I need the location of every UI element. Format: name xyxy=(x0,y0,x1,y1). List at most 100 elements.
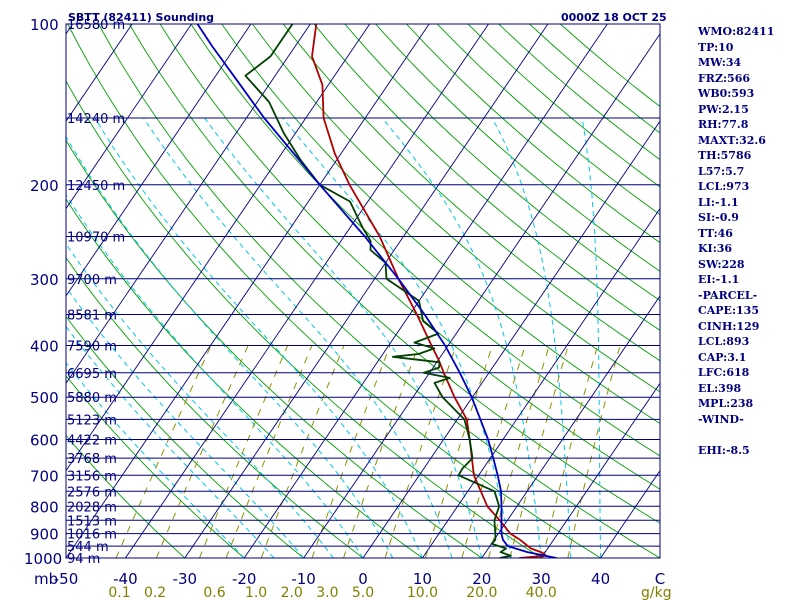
stat-item: FRZ:566 xyxy=(698,71,751,85)
moist-adiabat xyxy=(381,117,542,558)
dewpoint-line xyxy=(244,24,512,558)
height-label: 7590 m xyxy=(67,340,117,355)
station-title: SBTT (82411) Sounding xyxy=(68,11,214,24)
pressure-tick-label: 300 xyxy=(30,271,59,289)
moist-adiabat xyxy=(282,117,512,558)
pressure-tick-label: 800 xyxy=(30,498,59,516)
pressure-tick-label: 100 xyxy=(30,16,59,34)
moist-adiabat xyxy=(66,325,275,558)
isotherm xyxy=(66,24,252,297)
plot-frame xyxy=(65,23,661,559)
mixing-ratio-label: 5.0 xyxy=(352,585,374,600)
mixing-ratio-label: 2.0 xyxy=(281,585,303,600)
stat-item: CAP:3.1 xyxy=(698,350,747,364)
moist-adiabat xyxy=(66,362,245,558)
height-label: 5123 m xyxy=(67,413,117,428)
temperature-tick-label: 0 xyxy=(358,570,368,588)
height-label: 16580 m xyxy=(67,18,125,33)
pressure-tick-label: 200 xyxy=(30,177,59,195)
height-label: 14240 m xyxy=(67,112,125,127)
isotherm xyxy=(540,382,660,558)
isotherm xyxy=(66,24,311,385)
pressure-tick-label: 700 xyxy=(30,467,59,485)
isotherm xyxy=(362,120,660,558)
mixing-ratio-label: 20.0 xyxy=(466,585,497,600)
stat-item: MAXT:32.6 xyxy=(698,133,766,147)
height-label: 10970 m xyxy=(67,231,125,246)
stat-item: L57:5.7 xyxy=(698,164,745,178)
stat-item xyxy=(698,427,798,443)
height-label: 2576 m xyxy=(67,485,117,500)
height-label: 8581 m xyxy=(67,309,117,324)
stat-item: LFC:618 xyxy=(698,366,750,379)
height-label: 5880 m xyxy=(67,391,117,406)
temperature-tick-label: 30 xyxy=(532,570,551,588)
pressure-unit-label: mb xyxy=(34,570,58,588)
pressure-tick-label: 1000 xyxy=(24,550,62,568)
temperature-tick-label: 10 xyxy=(413,570,432,588)
mixing-ratio-label: 3.0 xyxy=(316,585,338,600)
stat-item: MPL:238 xyxy=(698,397,754,410)
isotherm xyxy=(303,33,660,558)
plot-background xyxy=(66,24,660,558)
moist-adiabat xyxy=(581,117,602,558)
stat-item: LCL:893 xyxy=(698,335,750,348)
temperature-line xyxy=(311,24,548,558)
sounding-indices-panel: WMO:82411 TP:10 MW:34 FRZ:566 WB0:593 PW:2.15… xyxy=(698,24,798,458)
mixing-ratio-label: 1.0 xyxy=(245,585,267,600)
pressure-tick-label: 600 xyxy=(30,432,59,450)
moist-adiabat xyxy=(66,286,304,558)
parcel-line xyxy=(196,24,557,558)
temperature-tick-label: -40 xyxy=(113,570,138,588)
stat-item: RH:77.8 xyxy=(698,118,749,131)
temperature-tick-label: -30 xyxy=(173,570,198,588)
isotherm xyxy=(481,295,660,558)
stat-item: MW:34 xyxy=(698,56,742,69)
height-label: 9700 m xyxy=(67,273,117,288)
mixing-ratio-unit-label: g/kg xyxy=(641,585,672,600)
stat-item: WMO:82411 xyxy=(698,25,775,38)
temperature-tick-label: 20 xyxy=(472,570,491,588)
moist-adiabat xyxy=(66,135,394,558)
height-label: 94 m xyxy=(67,552,100,567)
mixing-ratio-label: 40.0 xyxy=(526,585,557,600)
stat-item: TP:10 xyxy=(698,40,734,54)
stat-item: WB0:593 xyxy=(698,87,755,100)
stat-item: TH:5786 xyxy=(698,149,752,162)
pressure-tick-label: 500 xyxy=(30,389,59,407)
isotherm xyxy=(66,24,371,472)
temperature-tick-label: C xyxy=(655,570,665,588)
stat-item: CINH:129 xyxy=(698,319,760,333)
height-label: 2028 m xyxy=(67,500,117,515)
sounding-time: 0000Z 18 OCT 25 xyxy=(561,11,667,24)
temperature-tick-label: -20 xyxy=(232,570,257,588)
moist-adiabat xyxy=(143,117,453,558)
mixing-ratio-label: 10.0 xyxy=(407,585,438,600)
stat-item: SW:228 xyxy=(698,257,745,271)
stat-item: LCL:973 xyxy=(698,180,750,193)
mixing-ratio-label: 0.1 xyxy=(108,585,130,600)
stat-item: LI:-1.1 xyxy=(698,195,739,209)
height-label: 3156 m xyxy=(67,469,117,484)
isotherm xyxy=(66,24,133,123)
stat-item: SI:-0.9 xyxy=(698,211,739,224)
moist-adiabat xyxy=(94,117,423,558)
isotherm xyxy=(125,24,489,558)
stat-item: EI:-1.1 xyxy=(698,273,740,286)
temperature-tick-label: -10 xyxy=(291,570,316,588)
stat-item: EHI:-8.5 xyxy=(698,443,750,457)
pressure-tick-label: 900 xyxy=(30,526,59,544)
stat-item: -WIND- xyxy=(698,412,744,426)
isotherm xyxy=(184,24,549,558)
height-label: 4422 m xyxy=(67,434,117,449)
isotherm xyxy=(243,24,608,558)
stat-item: KI:36 xyxy=(698,242,733,255)
stat-item: CAPE:135 xyxy=(698,304,759,317)
stat-item: -PARCEL- xyxy=(698,288,758,302)
stat-item: TT:46 xyxy=(698,226,733,240)
temperature-tick-label: -50 xyxy=(54,570,79,588)
mixing-ratio-label: 0.2 xyxy=(144,585,166,600)
moist-adiabat xyxy=(66,193,364,558)
height-label: 3768 m xyxy=(67,452,117,467)
